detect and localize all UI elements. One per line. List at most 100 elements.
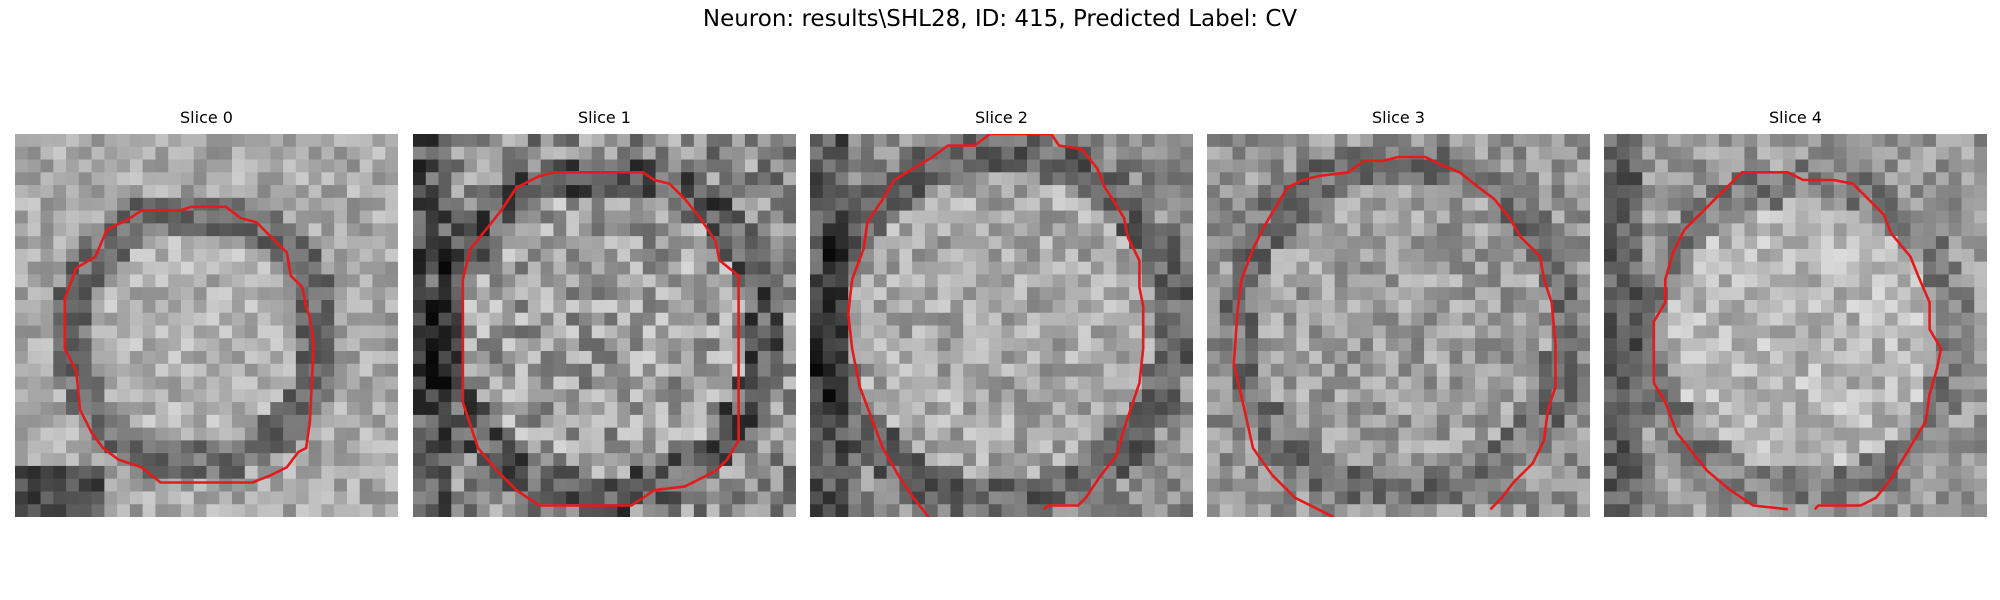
pixel	[656, 351, 669, 364]
pixel	[15, 274, 28, 287]
pixel	[1309, 223, 1322, 236]
pixel	[283, 147, 296, 160]
pixel	[502, 172, 515, 185]
pixel	[1347, 134, 1360, 147]
pixel	[1526, 415, 1539, 428]
pixel	[1053, 287, 1066, 300]
pixel	[1116, 364, 1129, 377]
pixel	[1180, 313, 1193, 326]
pixel	[1526, 134, 1539, 147]
pixel	[1604, 300, 1617, 313]
pixel	[334, 274, 347, 287]
pixel	[1104, 249, 1117, 262]
pixel	[1271, 364, 1284, 377]
pixel	[1642, 134, 1655, 147]
pixel	[592, 479, 605, 492]
pixel	[1258, 172, 1271, 185]
pixel	[1424, 466, 1437, 479]
pixel	[1859, 453, 1872, 466]
pixel	[770, 389, 783, 402]
pixel	[53, 377, 66, 390]
pixel	[1220, 134, 1233, 147]
pixel	[1129, 428, 1142, 441]
pixel	[656, 160, 669, 173]
pixel	[592, 428, 605, 441]
pixel	[309, 300, 322, 313]
pixel	[1424, 134, 1437, 147]
pixel	[1872, 402, 1885, 415]
pixel	[477, 415, 490, 428]
slice-title: Slice 1	[413, 108, 796, 128]
pixel	[566, 415, 579, 428]
pixel	[963, 351, 976, 364]
pixel	[1859, 172, 1872, 185]
pixel	[1258, 134, 1271, 147]
pixel	[1207, 326, 1220, 339]
pixel	[41, 185, 54, 198]
pixel	[848, 160, 861, 173]
pixel	[270, 160, 283, 173]
pixel	[553, 466, 566, 479]
pixel	[783, 351, 796, 364]
pixel	[899, 326, 912, 339]
pixel	[104, 287, 117, 300]
pixel	[989, 491, 1002, 504]
pixel	[1526, 479, 1539, 492]
pixel	[1116, 287, 1129, 300]
pixel	[1577, 428, 1590, 441]
pixel	[515, 402, 528, 415]
pixel	[823, 415, 836, 428]
pixel	[848, 479, 861, 492]
pixel	[681, 147, 694, 160]
pixel	[1284, 236, 1297, 249]
pixel	[1322, 198, 1335, 211]
pixel	[810, 185, 823, 198]
pixel	[810, 147, 823, 160]
pixel	[1898, 428, 1911, 441]
pixel	[1783, 389, 1796, 402]
pixel	[1488, 274, 1501, 287]
pixel	[1936, 249, 1949, 262]
pixel	[1808, 160, 1821, 173]
pixel	[1961, 351, 1974, 364]
pixel	[194, 402, 207, 415]
pixel	[1681, 479, 1694, 492]
pixel	[1002, 249, 1015, 262]
pixel	[1220, 466, 1233, 479]
pixel	[28, 491, 41, 504]
pixel	[309, 147, 322, 160]
pixel	[848, 453, 861, 466]
pixel	[1604, 364, 1617, 377]
pixel	[770, 172, 783, 185]
pixel	[1898, 479, 1911, 492]
pixel	[848, 223, 861, 236]
pixel	[694, 147, 707, 160]
pixel	[1065, 377, 1078, 390]
pixel	[528, 300, 541, 313]
pixel	[1539, 338, 1552, 351]
pixel	[1552, 160, 1565, 173]
pixel	[1347, 453, 1360, 466]
pixel	[1180, 453, 1193, 466]
pixel	[630, 466, 643, 479]
pixel	[143, 134, 156, 147]
pixel	[1155, 134, 1168, 147]
pixel	[566, 274, 579, 287]
pixel	[1872, 377, 1885, 390]
pixel	[15, 453, 28, 466]
pixel	[899, 440, 912, 453]
pixel	[541, 466, 554, 479]
pixel	[194, 287, 207, 300]
pixel	[1719, 313, 1732, 326]
pixel	[1757, 274, 1770, 287]
pixel	[668, 147, 681, 160]
pixel	[1885, 377, 1898, 390]
pixel	[1604, 185, 1617, 198]
pixel	[117, 160, 130, 173]
pixel	[451, 440, 464, 453]
pixel	[1642, 415, 1655, 428]
pixel	[681, 402, 694, 415]
pixel	[515, 300, 528, 313]
pixel	[592, 338, 605, 351]
pixel	[1974, 198, 1987, 211]
